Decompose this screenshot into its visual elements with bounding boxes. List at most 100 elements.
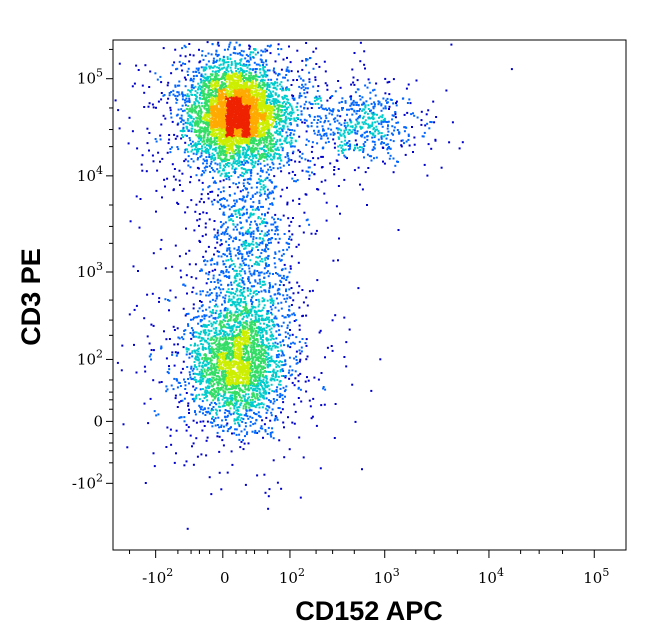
data-point — [190, 77, 192, 80]
data-point — [281, 188, 284, 191]
data-point — [201, 170, 204, 172]
data-point — [231, 115, 234, 118]
data-point — [231, 103, 234, 106]
data-point — [311, 103, 314, 106]
data-point — [216, 120, 219, 123]
data-point — [237, 96, 239, 99]
data-point — [157, 100, 160, 103]
data-point — [287, 69, 290, 72]
data-point — [259, 147, 262, 150]
data-point — [248, 114, 251, 117]
data-point — [245, 101, 248, 104]
data-point — [247, 93, 250, 96]
data-point — [205, 67, 208, 70]
data-point — [247, 383, 250, 386]
data-point — [197, 86, 200, 89]
data-point — [193, 143, 196, 146]
data-point — [225, 139, 228, 142]
data-point — [268, 155, 271, 158]
data-point — [299, 77, 302, 80]
data-point — [269, 166, 272, 169]
data-point — [200, 131, 202, 134]
data-point — [312, 50, 315, 53]
data-point — [270, 78, 273, 81]
data-point — [244, 92, 247, 95]
data-point — [285, 110, 288, 113]
data-point — [248, 131, 250, 134]
data-point — [129, 220, 132, 223]
data-point — [210, 53, 213, 56]
data-point — [189, 116, 192, 119]
data-point — [244, 128, 247, 131]
data-point — [315, 63, 318, 65]
data-point — [210, 120, 213, 123]
data-point — [201, 117, 204, 120]
data-point — [225, 155, 228, 158]
data-point — [226, 95, 229, 97]
data-point — [186, 148, 188, 151]
data-point — [229, 118, 232, 121]
data-point — [227, 141, 230, 144]
data-point — [179, 385, 182, 387]
data-point — [271, 109, 274, 112]
data-point — [204, 98, 207, 101]
data-point — [210, 92, 213, 94]
data-point — [232, 98, 235, 101]
data-point — [266, 49, 269, 52]
data-point — [225, 100, 227, 103]
data-point — [191, 111, 194, 114]
data-point — [281, 102, 284, 105]
data-point — [284, 140, 287, 143]
data-point — [232, 139, 235, 142]
data-point — [253, 129, 256, 132]
data-point — [270, 107, 273, 110]
data-point — [251, 96, 254, 98]
data-point — [195, 203, 198, 206]
data-point — [213, 147, 216, 150]
data-point — [242, 146, 244, 149]
data-point — [219, 57, 221, 60]
data-point — [201, 89, 204, 92]
data-point — [280, 120, 283, 123]
data-point — [253, 142, 256, 145]
data-point — [214, 114, 217, 117]
data-point — [264, 90, 267, 93]
data-point — [305, 58, 308, 60]
data-point — [226, 114, 229, 117]
data-point — [268, 124, 270, 127]
data-point — [238, 79, 241, 82]
data-point — [220, 120, 223, 123]
data-point — [256, 341, 259, 344]
data-point — [306, 124, 309, 127]
data-point — [211, 91, 214, 93]
data-point — [346, 157, 348, 160]
data-point — [298, 75, 301, 78]
data-point — [173, 133, 176, 136]
data-point — [187, 122, 190, 125]
data-point — [215, 103, 218, 106]
data-point — [248, 142, 251, 145]
data-point — [194, 121, 197, 124]
data-point — [154, 138, 157, 140]
data-point — [219, 152, 222, 155]
data-point — [247, 123, 250, 126]
data-point — [165, 357, 168, 360]
data-point — [237, 111, 240, 114]
data-point — [225, 128, 228, 131]
data-point — [238, 113, 241, 116]
data-point — [213, 95, 215, 98]
data-point — [131, 85, 134, 88]
data-point — [235, 100, 238, 103]
data-point — [141, 84, 144, 87]
data-point — [241, 138, 244, 141]
data-point — [217, 102, 220, 105]
data-point — [194, 94, 197, 96]
data-point — [206, 78, 209, 81]
data-point — [286, 56, 288, 59]
data-point — [244, 121, 247, 124]
data-point — [240, 115, 243, 118]
data-point — [256, 147, 259, 150]
data-point — [230, 98, 233, 101]
data-point — [220, 96, 222, 98]
data-point — [266, 188, 269, 191]
